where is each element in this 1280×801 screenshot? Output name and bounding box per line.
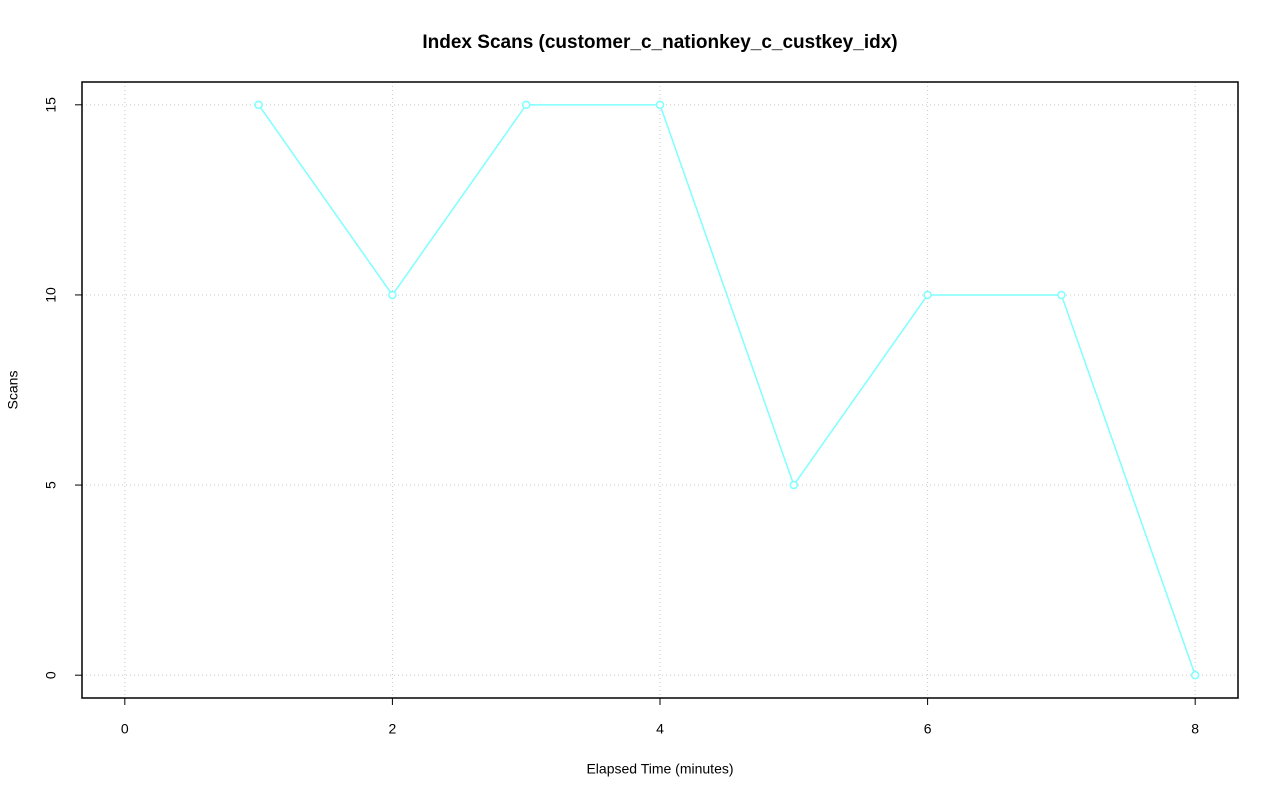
data-point xyxy=(1057,290,1066,300)
y-tick-label: 0 xyxy=(43,671,59,679)
data-point xyxy=(1190,670,1200,680)
y-axis-label: Scans xyxy=(5,371,21,410)
data-point xyxy=(655,100,665,110)
data-point xyxy=(521,100,531,110)
data-point xyxy=(388,290,397,300)
x-tick-label: 4 xyxy=(656,721,664,737)
data-point xyxy=(254,100,263,110)
data-point xyxy=(789,480,799,490)
y-tick-label: 10 xyxy=(43,287,59,303)
chart-title: Index Scans (customer_c_nationkey_c_cust… xyxy=(422,32,897,53)
data-point xyxy=(923,290,932,300)
y-tick-label: 15 xyxy=(43,97,59,113)
x-tick-label: 6 xyxy=(924,721,932,737)
x-tick-label: 2 xyxy=(389,721,397,737)
x-tick-label: 0 xyxy=(121,721,129,737)
y-tick-label: 5 xyxy=(43,481,59,489)
x-axis-label: Elapsed Time (minutes) xyxy=(586,761,733,777)
x-tick-label: 8 xyxy=(1191,721,1199,737)
data-line xyxy=(257,104,1196,676)
plot-frame xyxy=(81,81,1239,699)
